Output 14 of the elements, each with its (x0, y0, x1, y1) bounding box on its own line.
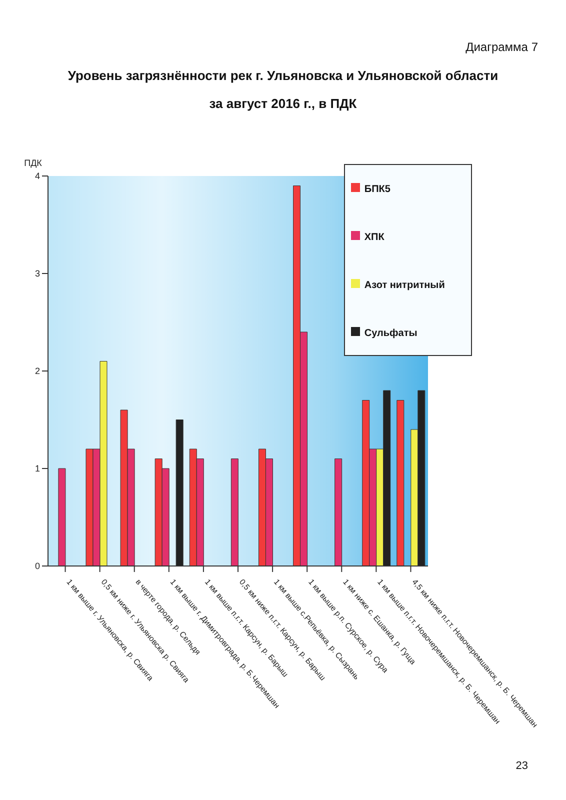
chart-title: Уровень загрязнённости рек г. Ульяновска и Ульяновской области (66, 68, 500, 83)
text: 23 (516, 760, 528, 772)
legend-label: Азот нитритный (364, 280, 445, 291)
y-tick-label: 2 (34, 366, 40, 376)
y-tick-label: 4 (34, 171, 40, 182)
legend-label: Сульфаты (364, 328, 418, 339)
text: Диаграмма 7 (466, 40, 538, 54)
y-tick-label: 3 (34, 268, 40, 279)
y-tick-label: 0 (34, 561, 40, 572)
legend-label: БПК5 (364, 184, 390, 195)
legend-label: ХПК (364, 232, 384, 243)
y-axis-title: ПДК (24, 158, 43, 168)
y-tick-label: 1 (34, 464, 40, 474)
chart-subtitle: за август 2016 г., в ПДК (208, 96, 358, 111)
